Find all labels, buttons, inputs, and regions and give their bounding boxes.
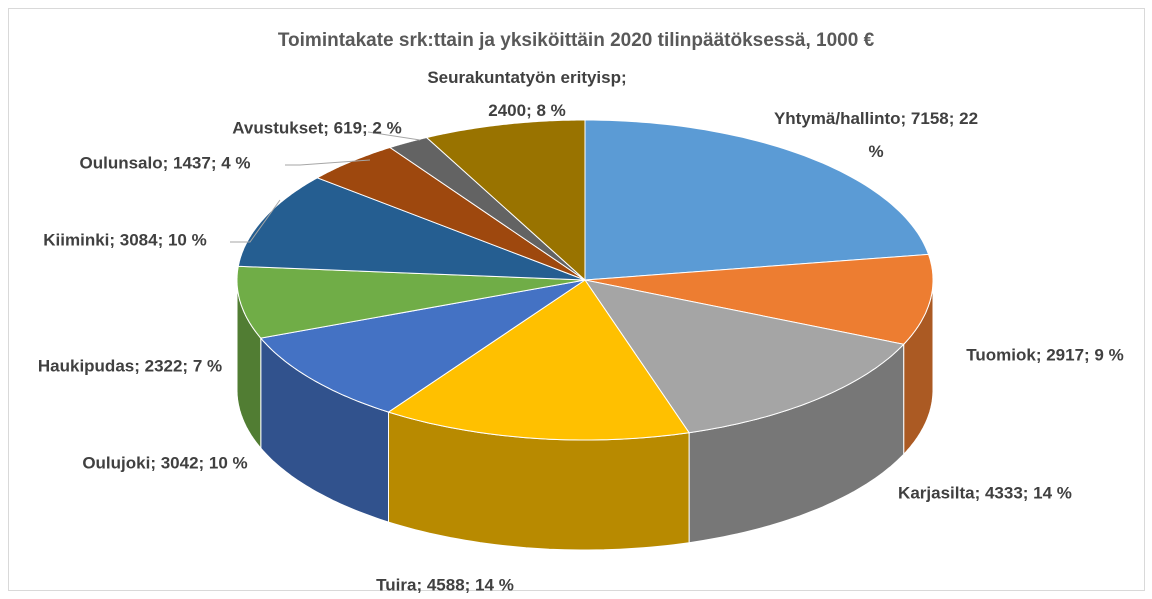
pie-slice: [388, 136, 586, 281]
pie-slice: [387, 279, 690, 441]
pie: [236, 119, 934, 551]
data-label: Tuomiok; 2917; 9 %: [966, 345, 1124, 365]
pie-slice: [584, 119, 930, 281]
pie-slice: [584, 253, 934, 345]
data-label: Kiiminki; 3084; 10 %: [43, 230, 207, 250]
data-label: Oulujoki; 3042; 10 %: [82, 453, 248, 473]
pie-slice: [425, 119, 586, 282]
pie-slice: [236, 265, 586, 339]
data-label: Yhtymä/hallinto; 7158; 22 %: [773, 109, 979, 161]
pie-slice: [237, 177, 586, 281]
leader-line: [285, 159, 371, 166]
pie-slice: [583, 279, 905, 434]
data-label: Oulunsalo; 1437; 4 %: [79, 153, 251, 173]
data-label: Haukipudas; 2322; 7 %: [37, 356, 223, 376]
data-label: Seurakuntatyön erityisp; 2400; 8 %: [427, 68, 627, 120]
pie-slice: [259, 279, 586, 413]
data-label: Tuira; 4588; 14 %: [376, 575, 514, 595]
leader-line: [367, 131, 421, 141]
chart-title: Toimintakate srk:ttain ja yksiköittäin 2…: [277, 30, 875, 51]
data-label: Karjasilta; 4333; 14 %: [898, 483, 1072, 503]
data-label: Avustukset; 619; 2 %: [232, 118, 402, 138]
leader-line: [230, 199, 281, 243]
